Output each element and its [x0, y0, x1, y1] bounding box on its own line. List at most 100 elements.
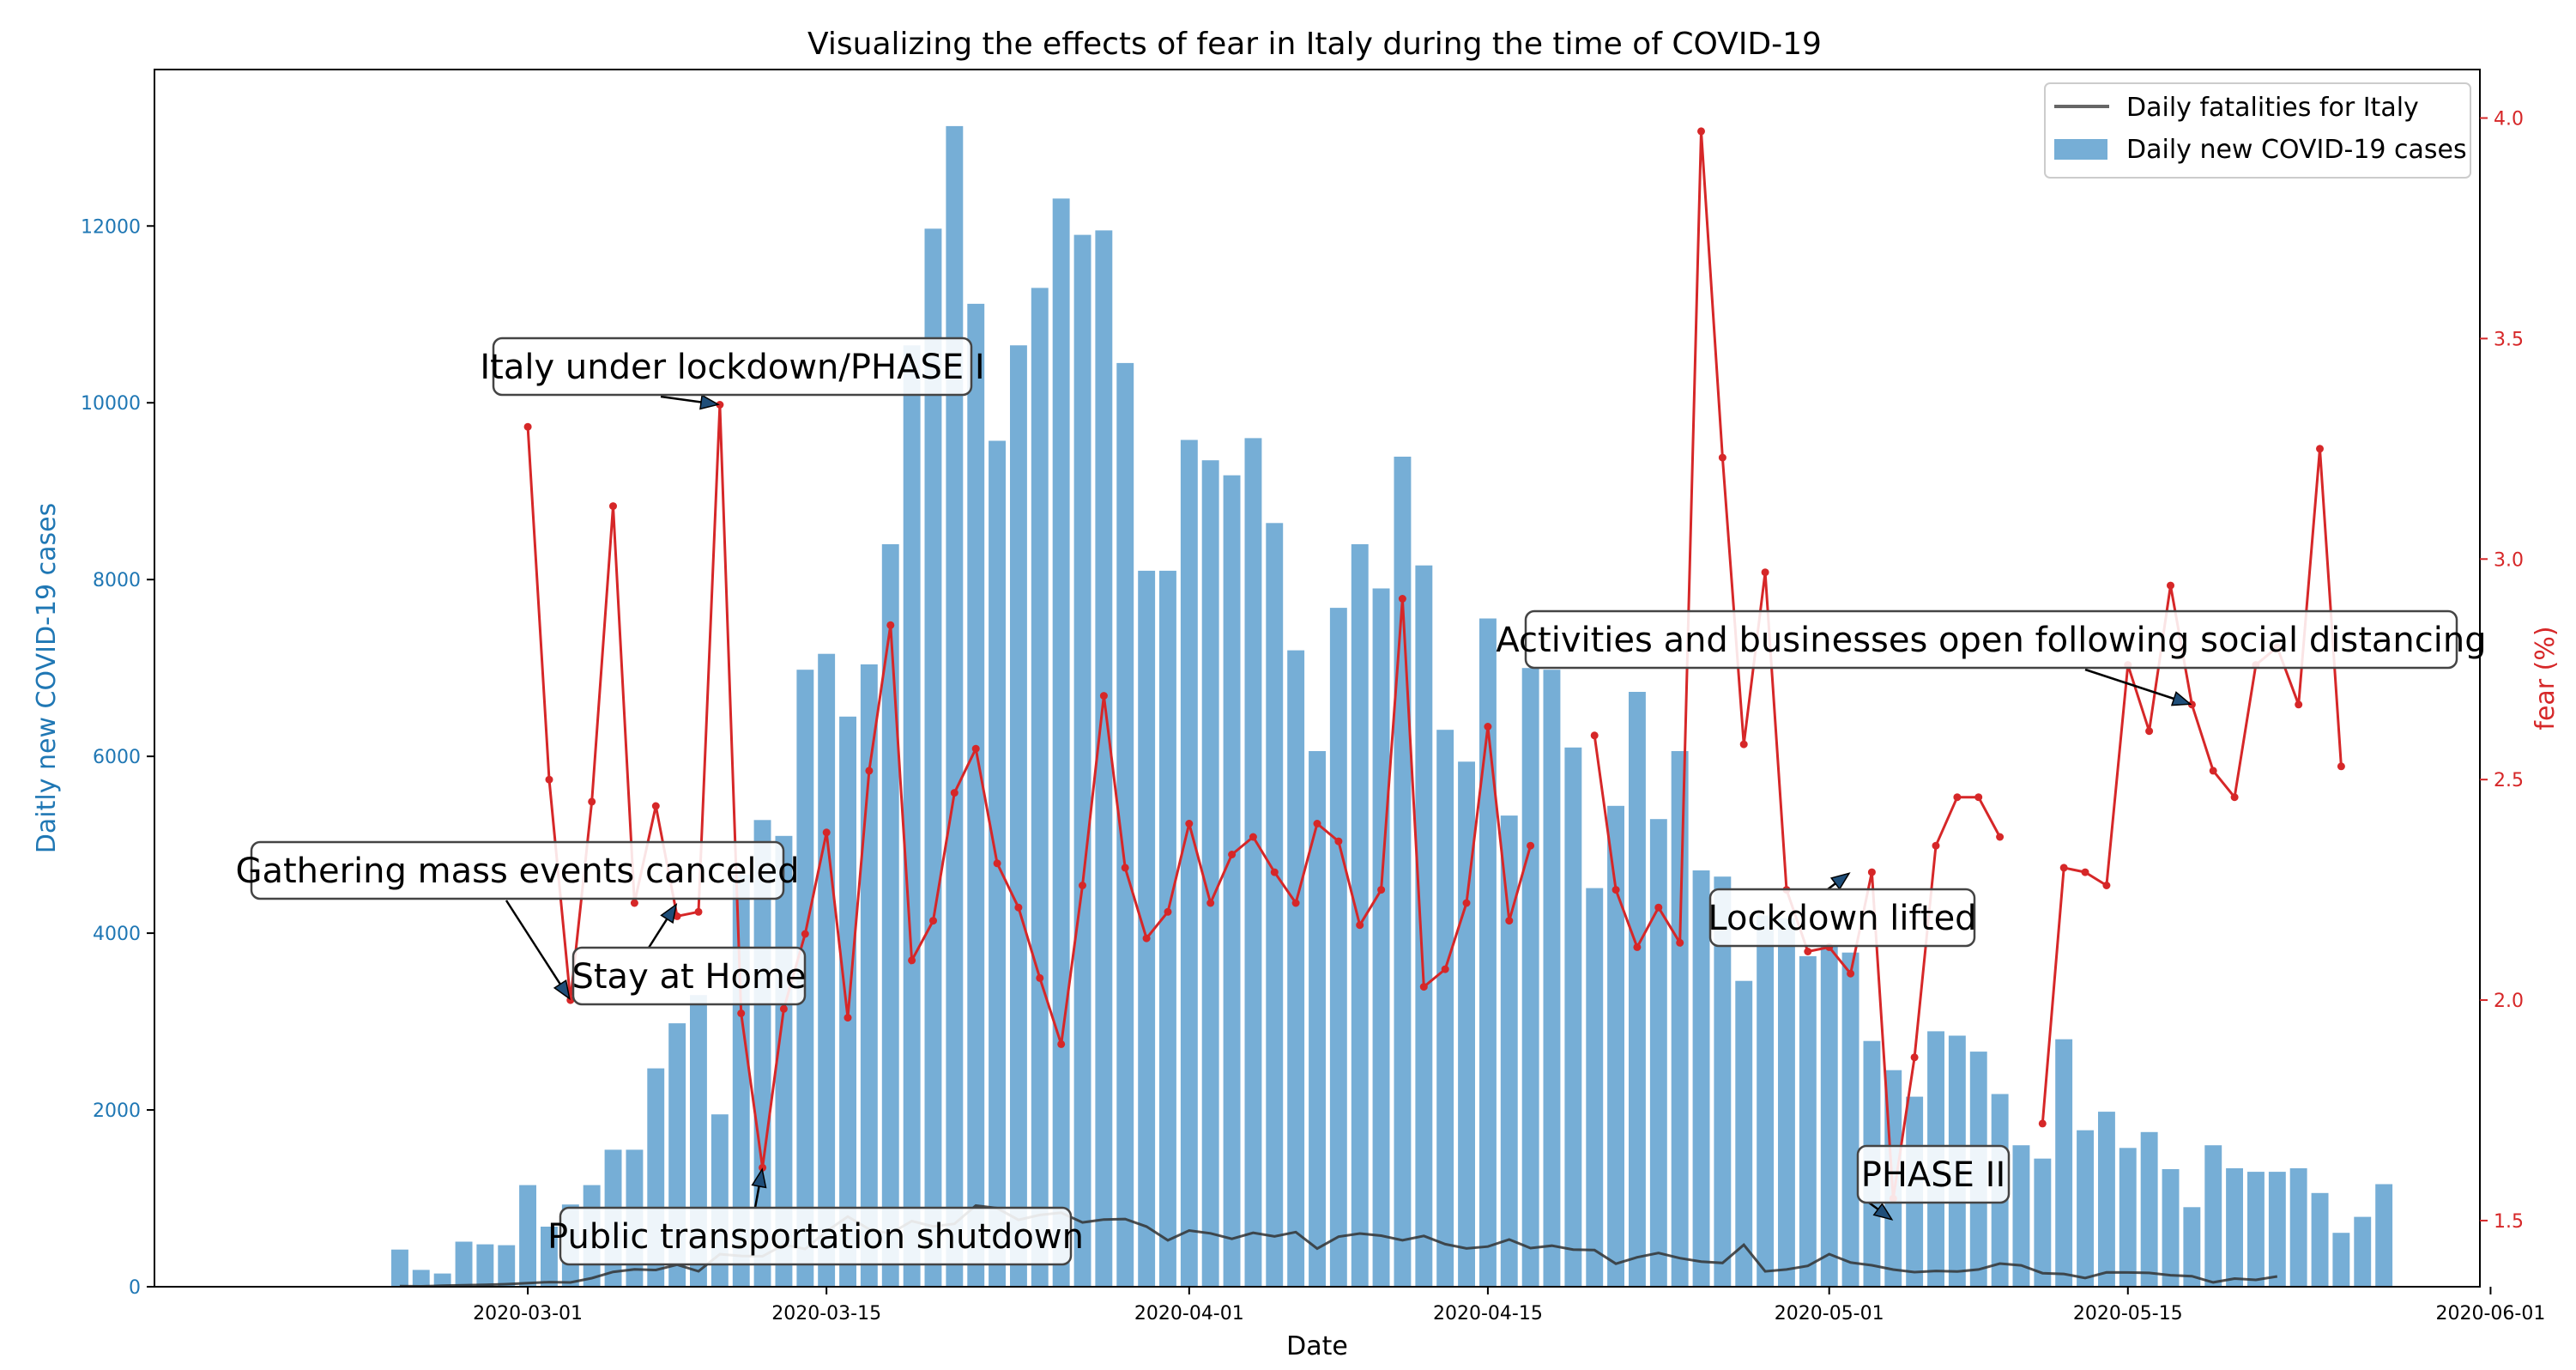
- bar-cases-day-46: [1372, 588, 1390, 1287]
- x-tick-label: 2020-03-01: [473, 1303, 583, 1325]
- fear-point-day-78: [2059, 864, 2068, 872]
- fear-point-day-7: [545, 775, 553, 784]
- annotation-arrowhead: [660, 902, 678, 924]
- fear-point-day-58: [1633, 943, 1642, 951]
- y-axis-right: 1.5 2.0 2.5 3.0 3.5 4.0: [2480, 109, 2524, 1233]
- bar-cases-day-66: [1799, 955, 1817, 1287]
- fear-point-day-21: [844, 1014, 852, 1022]
- y-axis-left: 0 2000 4000 6000 8000 10000 12000: [81, 216, 154, 1299]
- bar-cases-day-81: [2119, 1148, 2137, 1287]
- y-right-tick-label: 3.5: [2494, 329, 2524, 350]
- annotation-text: Lockdown lifted: [1708, 899, 1976, 938]
- y-right-tick-label: 3.0: [2494, 549, 2524, 571]
- bar-cases-day-44: [1329, 608, 1347, 1287]
- fear-point-day-56: [1590, 731, 1599, 740]
- fear-point-day-42: [1291, 899, 1300, 907]
- bar-cases-day-31: [1052, 198, 1070, 1287]
- fear-point-day-57: [1612, 886, 1620, 894]
- bar-cases-day-48: [1415, 565, 1433, 1287]
- x-axis: 2020-03-01 2020-03-15 2020-04-01 2020-04-15…: [473, 1287, 2545, 1325]
- bar-cases-day-85: [2204, 1145, 2222, 1287]
- bar-cases-day-51: [1479, 618, 1497, 1287]
- bar-cases-day-34: [1116, 362, 1134, 1287]
- fear-point-day-28: [993, 859, 1001, 868]
- annotation-text: Gathering mass events canceled: [235, 852, 799, 891]
- fear-point-day-35: [1142, 934, 1151, 943]
- fear-point-day-30: [1036, 973, 1044, 982]
- annotation-box: [571, 946, 807, 1006]
- fear-point-day-63: [1739, 740, 1748, 749]
- fear-point-day-61: [1697, 127, 1705, 136]
- annotation-arrow-line: [753, 1185, 760, 1209]
- fear-point-day-49: [1441, 965, 1449, 973]
- fear-point-day-23: [886, 621, 895, 629]
- y-left-tick-label: 2000: [93, 1100, 141, 1122]
- annotation-arrow-line: [1868, 1201, 1879, 1210]
- annotation-text: Public transportation shutdown: [547, 1217, 1084, 1257]
- bar-cases-day-54: [1543, 670, 1561, 1287]
- bar-cases-day-68: [1841, 952, 1859, 1287]
- bar-cases-day-80: [2098, 1112, 2115, 1287]
- x-tick-label: 2020-06-01: [2436, 1303, 2546, 1325]
- y-left-tick-label: 4000: [93, 924, 141, 945]
- legend-label-cases: Daily new COVID-19 cases: [2126, 135, 2467, 165]
- fear-point-day-90: [2316, 445, 2324, 453]
- bar-cases-day-50: [1458, 761, 1475, 1287]
- bar-cases-day-7: [541, 1227, 558, 1287]
- bar-cases-day-2: [433, 1273, 451, 1287]
- fear-point-day-53: [1527, 841, 1535, 850]
- x-tick-label: 2020-03-15: [771, 1303, 881, 1325]
- fear-point-day-33: [1099, 692, 1108, 700]
- bar-cases-day-38: [1201, 460, 1219, 1287]
- annotation-arrow-line: [660, 395, 702, 403]
- fear-point-day-85: [2209, 767, 2217, 775]
- bar-cases-day-55: [1564, 747, 1582, 1287]
- fear-point-day-36: [1164, 907, 1172, 916]
- fear-point-day-82: [2145, 727, 2154, 736]
- bar-cases-day-79: [2077, 1130, 2094, 1287]
- fear-point-day-64: [1761, 568, 1769, 577]
- annotation-text: Stay at Home: [571, 957, 806, 997]
- fear-point-day-72: [1932, 841, 1940, 850]
- annotation-arrow-line: [2084, 668, 2174, 700]
- annotations: Italy under lockdown/PHASE I Gathering ma…: [235, 336, 2487, 1266]
- bar-cases-day-78: [2055, 1039, 2073, 1287]
- fear-point-day-38: [1206, 899, 1215, 907]
- y-left-tick-label: 10000: [81, 393, 141, 415]
- fear-point-day-75: [1996, 833, 2005, 841]
- plot-frame: [154, 69, 2481, 1288]
- annotation-box: [1524, 609, 2458, 670]
- chart-title: Visualizing the effects of fear in Italy…: [807, 27, 1822, 62]
- bar-cases-day-84: [2183, 1207, 2201, 1287]
- bar-cases-day-24: [903, 345, 921, 1287]
- legend: Daily fatalities for Italy Daily new COV…: [2044, 82, 2471, 179]
- fear-point-day-11: [630, 899, 638, 907]
- fear-point-day-47: [1398, 595, 1406, 603]
- y-right-tick-label: 1.5: [2494, 1211, 2524, 1233]
- bar-cases-day-3: [455, 1241, 473, 1287]
- fear-point-day-24: [908, 956, 916, 965]
- fear-point-day-12: [651, 802, 660, 810]
- fear-point-day-89: [2295, 700, 2303, 709]
- x-tick-label: 2020-04-15: [1433, 1303, 1543, 1325]
- annotation-arrow-line: [647, 918, 668, 949]
- fear-point-day-69: [1867, 868, 1876, 876]
- fear-point-day-14: [694, 907, 703, 916]
- bar-cases-day-86: [2226, 1168, 2243, 1287]
- fear-point-day-79: [2081, 868, 2089, 876]
- bar-cases-day-5: [498, 1245, 516, 1287]
- fear-point-day-45: [1356, 921, 1364, 930]
- bar-cases-day-61: [1692, 870, 1710, 1287]
- fear-point-day-18: [779, 1004, 788, 1013]
- bar-cases-day-63: [1735, 980, 1753, 1287]
- bar-cases-day-40: [1244, 438, 1262, 1287]
- fear-point-day-15: [716, 401, 724, 409]
- fear-point-day-59: [1654, 903, 1663, 912]
- bar-cases-day-25: [924, 228, 942, 1287]
- fear-point-day-73: [1953, 793, 1962, 802]
- fear-point-day-19: [801, 930, 809, 938]
- fear-point-day-48: [1419, 983, 1428, 991]
- bar-cases-day-65: [1778, 918, 1795, 1287]
- bar-cases-day-17: [753, 820, 771, 1287]
